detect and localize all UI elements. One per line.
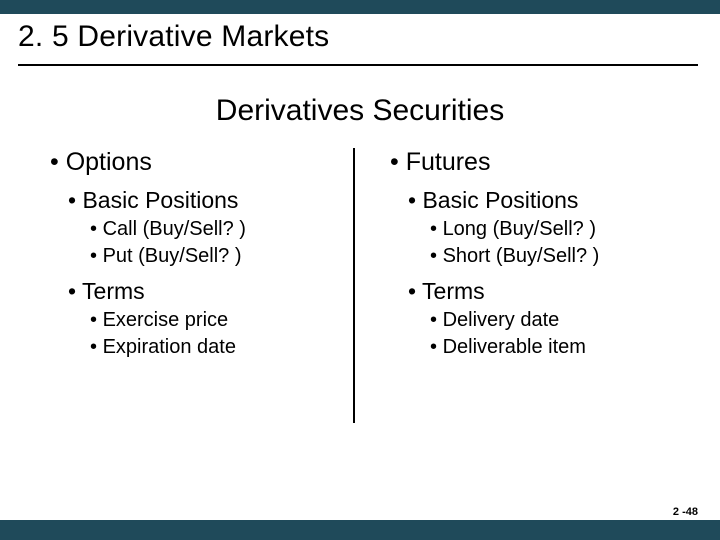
left-sec2-item1: Expiration date — [90, 336, 360, 359]
right-sec1-item0: Long (Buy/Sell? ) — [430, 218, 680, 241]
column-divider — [353, 148, 355, 423]
left-sec2-item0: Exercise price — [90, 309, 360, 332]
right-sec1: Basic Positions Long (Buy/Sell? ) Short … — [390, 187, 680, 268]
right-header: Futures — [390, 148, 680, 177]
right-sec2: Terms Delivery date Deliverable item — [390, 278, 680, 359]
left-sec2-label: Terms — [68, 278, 360, 305]
slide-title: 2. 5 Derivative Markets — [0, 14, 720, 64]
right-sec1-label: Basic Positions — [408, 187, 680, 214]
left-sec2: Terms Exercise price Expiration date — [50, 278, 360, 359]
title-underline — [18, 64, 698, 66]
right-sec2-item1: Deliverable item — [430, 336, 680, 359]
right-sec2-label: Terms — [408, 278, 680, 305]
slide-subtitle: Derivatives Securities — [0, 94, 720, 128]
top-bar — [0, 0, 720, 14]
left-sec1: Basic Positions Call (Buy/Sell? ) Put (B… — [50, 187, 360, 268]
footer-bar — [0, 520, 720, 540]
left-column: Options Basic Positions Call (Buy/Sell? … — [40, 148, 360, 369]
right-sec1-item1: Short (Buy/Sell? ) — [430, 245, 680, 268]
slide: 2. 5 Derivative Markets Derivatives Secu… — [0, 0, 720, 540]
left-sec1-item1: Put (Buy/Sell? ) — [90, 245, 360, 268]
left-sec1-item0: Call (Buy/Sell? ) — [90, 218, 360, 241]
right-column: Futures Basic Positions Long (Buy/Sell? … — [360, 148, 680, 369]
right-sec2-item0: Delivery date — [430, 309, 680, 332]
page-number: 2 -48 — [673, 506, 698, 518]
left-header: Options — [50, 148, 360, 177]
columns: Options Basic Positions Call (Buy/Sell? … — [0, 148, 720, 369]
left-sec1-label: Basic Positions — [68, 187, 360, 214]
